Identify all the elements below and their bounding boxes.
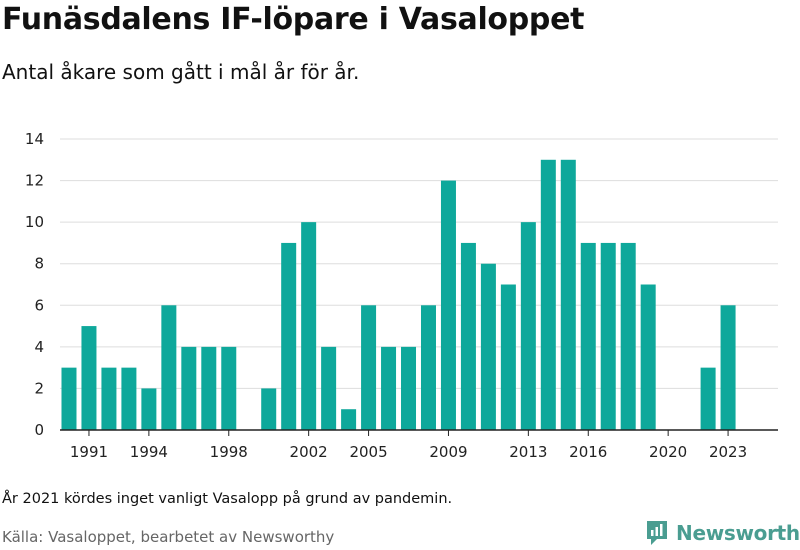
chart-title: Funäsdalens IF-löpare i Vasaloppet xyxy=(2,2,585,37)
bar xyxy=(520,222,536,430)
bar xyxy=(420,305,436,430)
y-tick-label: 12 xyxy=(25,172,44,190)
footnote: År 2021 kördes inget vanligt Vasalopp på… xyxy=(2,491,453,507)
x-tick-label: 2023 xyxy=(709,443,747,461)
bar xyxy=(81,326,97,430)
bar xyxy=(161,305,177,430)
bar xyxy=(61,367,77,430)
bar xyxy=(440,180,456,430)
bar xyxy=(540,159,556,431)
bar xyxy=(460,242,476,430)
bar xyxy=(341,409,357,430)
y-tick-label: 2 xyxy=(34,379,44,397)
y-tick-label: 14 xyxy=(25,130,44,148)
y-tick-label: 8 xyxy=(34,255,44,273)
bar xyxy=(181,346,197,430)
bar xyxy=(720,305,736,430)
y-tick-label: 4 xyxy=(34,338,44,356)
bar xyxy=(361,305,377,430)
chart-logo-icon xyxy=(647,521,667,545)
bar xyxy=(301,222,317,430)
bar xyxy=(261,388,277,430)
y-tick-label: 0 xyxy=(34,421,44,439)
x-tick-label: 2009 xyxy=(429,443,467,461)
bar xyxy=(121,367,137,430)
y-tick-label: 10 xyxy=(25,213,44,231)
bar xyxy=(580,242,596,430)
bar-chart: 0 2 4 6 8 10 12 14 1991 1994 1998 2002 2005 2009 2013… xyxy=(25,130,778,461)
bar xyxy=(141,388,157,430)
bar xyxy=(640,284,656,430)
x-tick-label: 2020 xyxy=(649,443,687,461)
bar xyxy=(201,346,217,430)
x-tick-label: 2013 xyxy=(509,443,547,461)
y-axis-ticks: 0 2 4 6 8 10 12 14 xyxy=(25,130,44,439)
bar xyxy=(500,284,516,430)
brand-name: Newsworthy xyxy=(676,521,800,545)
bar xyxy=(700,367,716,430)
bar xyxy=(480,263,496,430)
bars xyxy=(61,159,736,431)
x-tick-label: 2002 xyxy=(290,443,328,461)
x-tick-label: 2016 xyxy=(569,443,607,461)
x-tick-label: 2005 xyxy=(349,443,387,461)
bar xyxy=(221,346,237,430)
bar xyxy=(620,242,636,430)
y-tick-label: 6 xyxy=(34,296,44,314)
bar xyxy=(401,346,417,430)
bar xyxy=(281,242,297,430)
x-tick-label: 1998 xyxy=(210,443,248,461)
source-note: Källa: Vasaloppet, bearbetet av Newswort… xyxy=(2,528,335,546)
chart-subtitle: Antal åkare som gått i mål år för år. xyxy=(2,60,360,84)
bar xyxy=(381,346,397,430)
x-axis-ticks: 1991 1994 1998 2002 2005 2009 2013 2016 2020 2023 xyxy=(70,430,747,461)
bar xyxy=(101,367,117,430)
grid-lines xyxy=(60,138,778,389)
bar xyxy=(600,242,616,430)
brand-logo: Newsworthy xyxy=(645,519,800,547)
bar xyxy=(560,159,576,431)
x-tick-label: 1994 xyxy=(130,443,168,461)
bar xyxy=(321,346,337,430)
x-tick-label: 1991 xyxy=(70,443,108,461)
